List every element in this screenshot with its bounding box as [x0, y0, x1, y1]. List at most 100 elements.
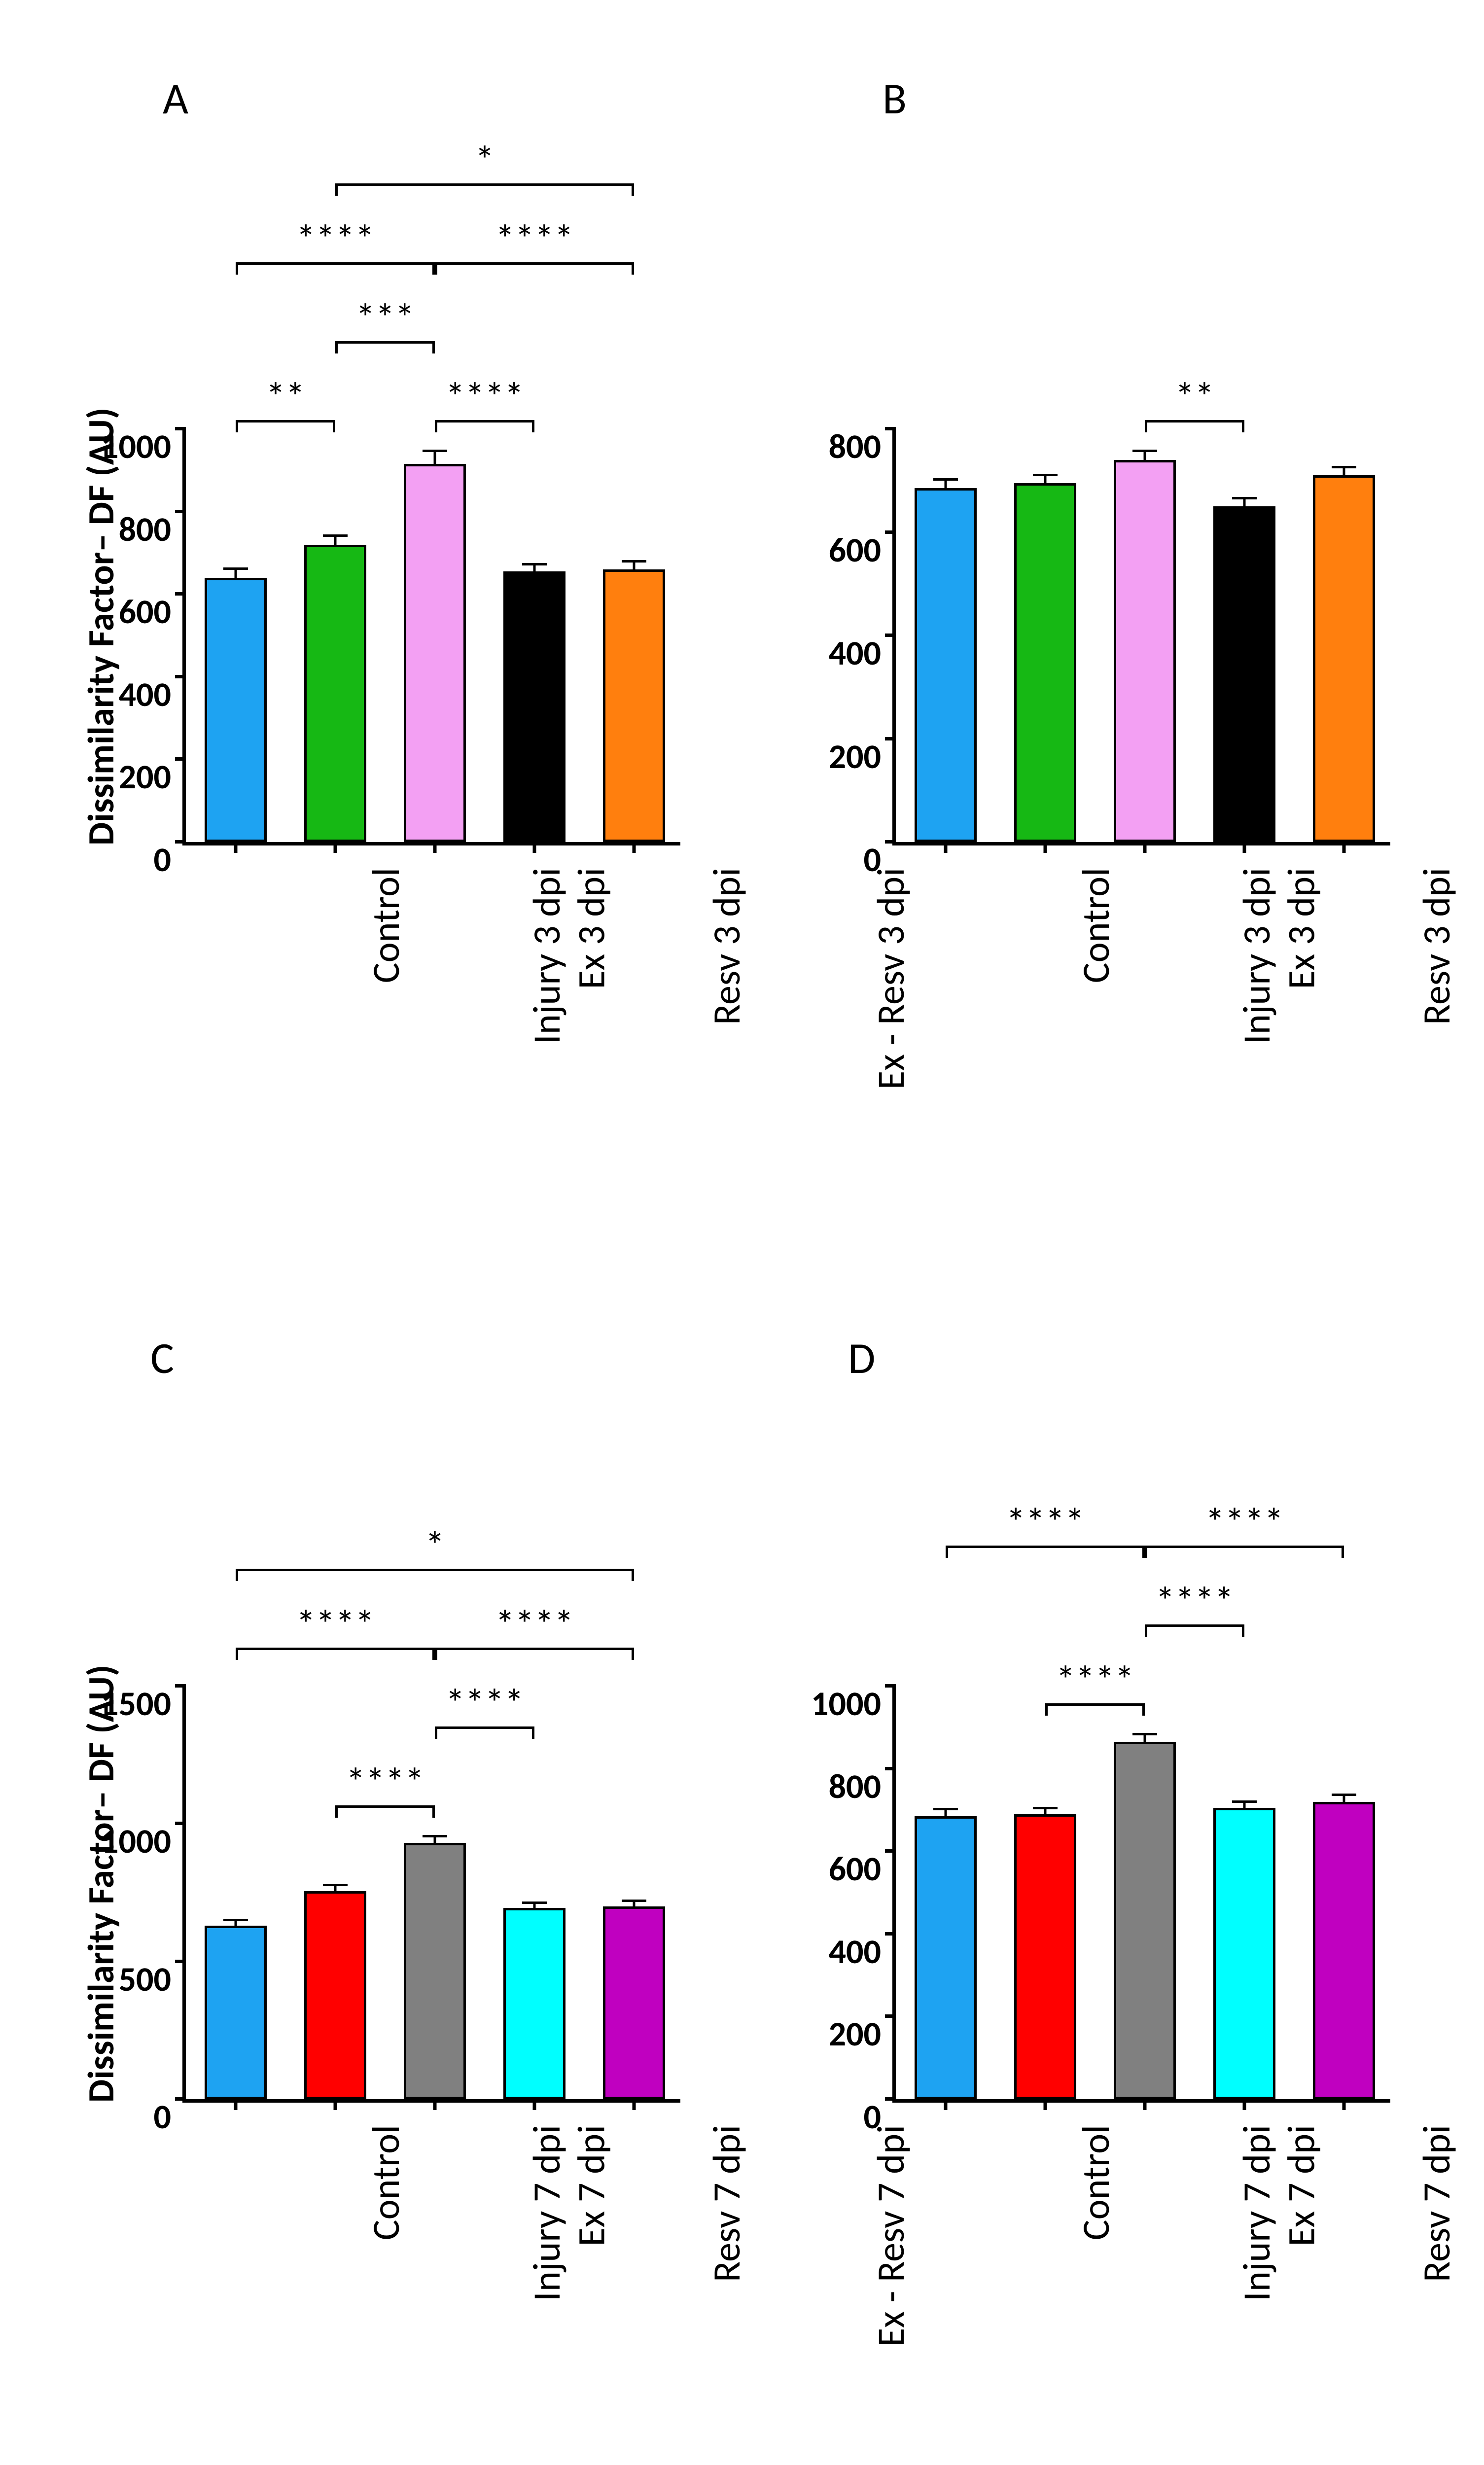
error-cap: [933, 1808, 958, 1810]
x-tick-mark: [1343, 842, 1346, 853]
sig-label: *: [475, 137, 495, 184]
sig-bracket-tick: [333, 420, 335, 432]
x-tick-mark: [234, 842, 238, 853]
x-tick-mark: [234, 2099, 238, 2110]
sig-bracket-tick: [432, 1805, 435, 1818]
sig-bracket-tick: [1145, 1624, 1147, 1637]
error-cap: [1232, 497, 1257, 499]
sig-bracket-tick: [236, 1569, 238, 1581]
bar: [1114, 460, 1175, 842]
bar: [1313, 1802, 1375, 2099]
x-tick-mark: [433, 842, 437, 853]
error-cap: [622, 560, 646, 563]
x-tick-mark: [533, 842, 536, 853]
x-tick-label: Ex - Resv 3 dpi: [867, 868, 914, 1090]
sig-bracket-tick: [335, 183, 338, 196]
bar: [1213, 506, 1275, 842]
x-tick-mark: [944, 842, 948, 853]
bar: [503, 1908, 565, 2099]
x-tick-label: Ex 7 dpi: [568, 2125, 615, 2247]
sig-label: **: [266, 373, 305, 421]
sig-bracket-tick: [335, 1805, 338, 1818]
sig-bracket-tick: [632, 1569, 634, 1581]
sig-bracket-tick: [532, 420, 534, 432]
x-tick-label: Ex 3 dpi: [1278, 868, 1325, 989]
sig-label: ****: [296, 1601, 374, 1649]
y-tick-label: 400: [119, 673, 186, 715]
x-tick-mark: [433, 2099, 437, 2110]
sig-bracket-tick: [1342, 1546, 1344, 1558]
x-tick-mark: [1044, 842, 1047, 853]
sig-bracket-tick: [1242, 1624, 1244, 1637]
x-tick-label: Ex 7 dpi: [1278, 2125, 1325, 2247]
plot-A: 02004006008001000******************: [182, 429, 680, 845]
error-cap: [223, 567, 248, 570]
x-tick-label: Injury 7 dpi: [523, 2125, 570, 2301]
error-cap: [1332, 466, 1356, 468]
bar: [1114, 1742, 1175, 2099]
bar: [205, 1926, 266, 2099]
y-tick-label: 0: [864, 838, 896, 880]
sig-bracket-tick: [532, 1726, 534, 1739]
bar: [304, 1891, 366, 2099]
error-cap: [1232, 1800, 1257, 1803]
error-cap: [423, 1835, 447, 1837]
y-tick-label: 400: [829, 632, 896, 674]
error-cap: [1332, 1794, 1356, 1796]
sig-bracket-tick: [236, 420, 238, 432]
error-cap: [522, 1902, 547, 1904]
bar: [915, 488, 976, 842]
sig-label: ****: [445, 1680, 524, 1727]
y-tick-label: 500: [119, 1958, 186, 2000]
sig-label: ****: [495, 215, 573, 263]
y-tick-label: 1000: [811, 1682, 896, 1725]
sig-bracket-tick: [632, 1648, 634, 1660]
y-tick-label: 0: [864, 2095, 896, 2138]
sig-bracket-tick: [236, 262, 238, 275]
x-tick-mark: [1044, 2099, 1047, 2110]
sig-label: ****: [1205, 1499, 1283, 1547]
sig-bracket-tick: [435, 420, 437, 432]
panel-label-B: B: [883, 71, 907, 126]
plot-D: 02004006008001000****************: [892, 1686, 1390, 2103]
sig-bracket-tick: [435, 1726, 437, 1739]
x-tick-label: Control: [362, 868, 409, 983]
x-tick-label: Resv 7 dpi: [703, 2125, 750, 2282]
x-tick-label: Resv 3 dpi: [1413, 868, 1460, 1025]
sig-label: ****: [1006, 1499, 1084, 1547]
sig-label: ****: [346, 1759, 424, 1806]
sig-label: ****: [495, 1601, 573, 1649]
bar: [1014, 483, 1076, 842]
error-cap: [1132, 1733, 1157, 1735]
bar: [304, 545, 366, 842]
sig-bracket-tick: [432, 341, 435, 353]
x-tick-label: Control: [1072, 868, 1119, 983]
y-tick-label: 200: [829, 735, 896, 777]
error-cap: [522, 563, 547, 565]
panel-label-C: C: [150, 1331, 174, 1385]
y-tick-label: 400: [829, 1930, 896, 1972]
y-tick-label: 600: [829, 528, 896, 571]
panel-label-D: D: [848, 1331, 875, 1385]
sig-bracket-tick: [435, 262, 437, 275]
x-tick-label: Injury 7 dpi: [1233, 2125, 1280, 2301]
bar: [503, 571, 565, 842]
x-tick-label: Injury 3 dpi: [523, 868, 570, 1044]
sig-bracket-tick: [1145, 1546, 1147, 1558]
y-axis-title-A: Dissimilarity Factor– DF (AU): [79, 408, 124, 845]
x-tick-mark: [533, 2099, 536, 2110]
plot-B: 0200400600800**: [892, 429, 1390, 845]
bar: [603, 1906, 665, 2099]
sig-label: ****: [296, 215, 374, 263]
error-cap: [223, 1919, 248, 1921]
bar: [1014, 1814, 1076, 2099]
x-tick-mark: [1243, 842, 1246, 853]
x-tick-mark: [1143, 842, 1147, 853]
sig-label: ***: [355, 294, 415, 342]
x-tick-label: Resv 3 dpi: [703, 868, 750, 1025]
sig-label: ****: [1056, 1656, 1134, 1704]
error-cap: [1132, 450, 1157, 452]
x-tick-mark: [1343, 2099, 1346, 2110]
bar: [1313, 475, 1375, 842]
error-cap: [323, 1884, 348, 1886]
